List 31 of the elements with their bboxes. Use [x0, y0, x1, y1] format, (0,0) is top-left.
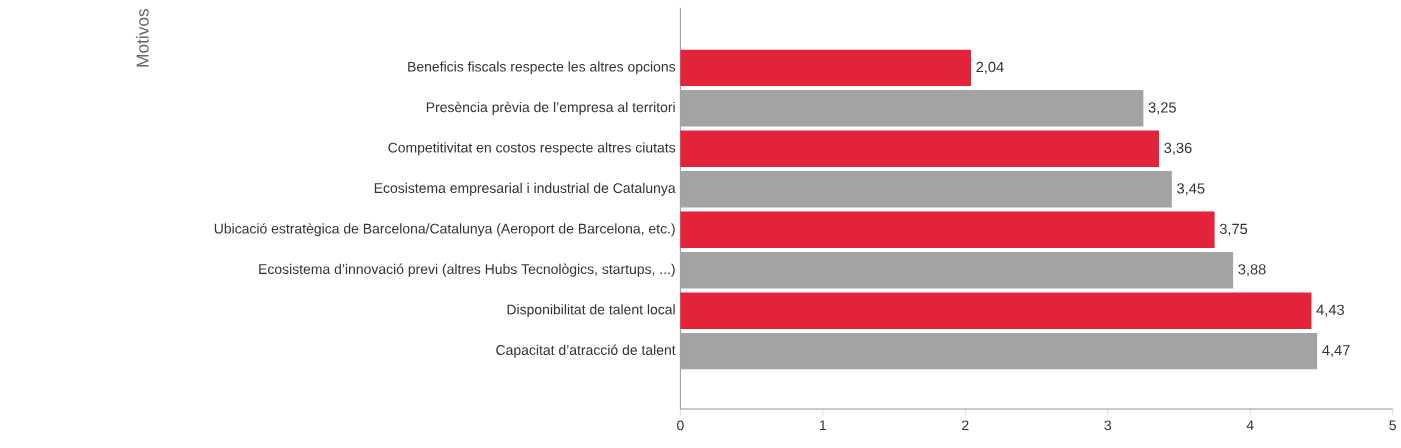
data-label: 3,45 — [1177, 183, 1205, 196]
bar — [680, 49, 971, 87]
bar — [680, 292, 1312, 329]
y-tick-label: Presència prèvia de l’empresa al territori — [426, 101, 675, 115]
bar — [680, 90, 1144, 127]
y-tick-label: Ubicació estratègica de Barcelona/Catalunya (Aeroport de Barcelona, etc.) — [214, 223, 675, 237]
x-tick-label: 2 — [962, 420, 969, 431]
data-label: 3,25 — [1148, 102, 1176, 115]
bar — [680, 332, 1318, 370]
y-tick-label: Capacitat d’atracció de talent — [496, 344, 676, 358]
x-tick-label: 5 — [1389, 420, 1396, 431]
data-label: 3,88 — [1238, 264, 1266, 277]
x-tick-label: 0 — [677, 420, 684, 431]
text: Motivos — [135, 9, 149, 67]
bar — [680, 171, 1172, 208]
y-tick-label: Ecosistema empresarial i industrial de Catalunya — [374, 182, 676, 196]
x-tick-label: 4 — [1246, 420, 1254, 431]
x-tick-label: 3 — [1104, 420, 1112, 431]
data-label: 4,43 — [1316, 304, 1344, 317]
y-tick-label: Ecosistema d’innovació previ (altres Hubs Tecnològics, startups, ...) — [259, 263, 675, 277]
y-tick-label: Disponibilitat de talent local — [507, 304, 675, 318]
y-tick-label: Beneficis fiscals respecte les altres opcions — [408, 61, 676, 75]
data-label: 3,75 — [1219, 223, 1248, 236]
data-label: 4,47 — [1322, 345, 1350, 358]
data-label: 3,36 — [1164, 142, 1192, 155]
data-label: 2,04 — [976, 61, 1004, 74]
y-tick-label: Competitivitat en costos respecte altres ciutats — [388, 142, 676, 156]
bar — [680, 211, 1215, 248]
bar — [680, 252, 1234, 289]
bar — [680, 130, 1160, 168]
x-tick-label: 1 — [820, 420, 827, 431]
